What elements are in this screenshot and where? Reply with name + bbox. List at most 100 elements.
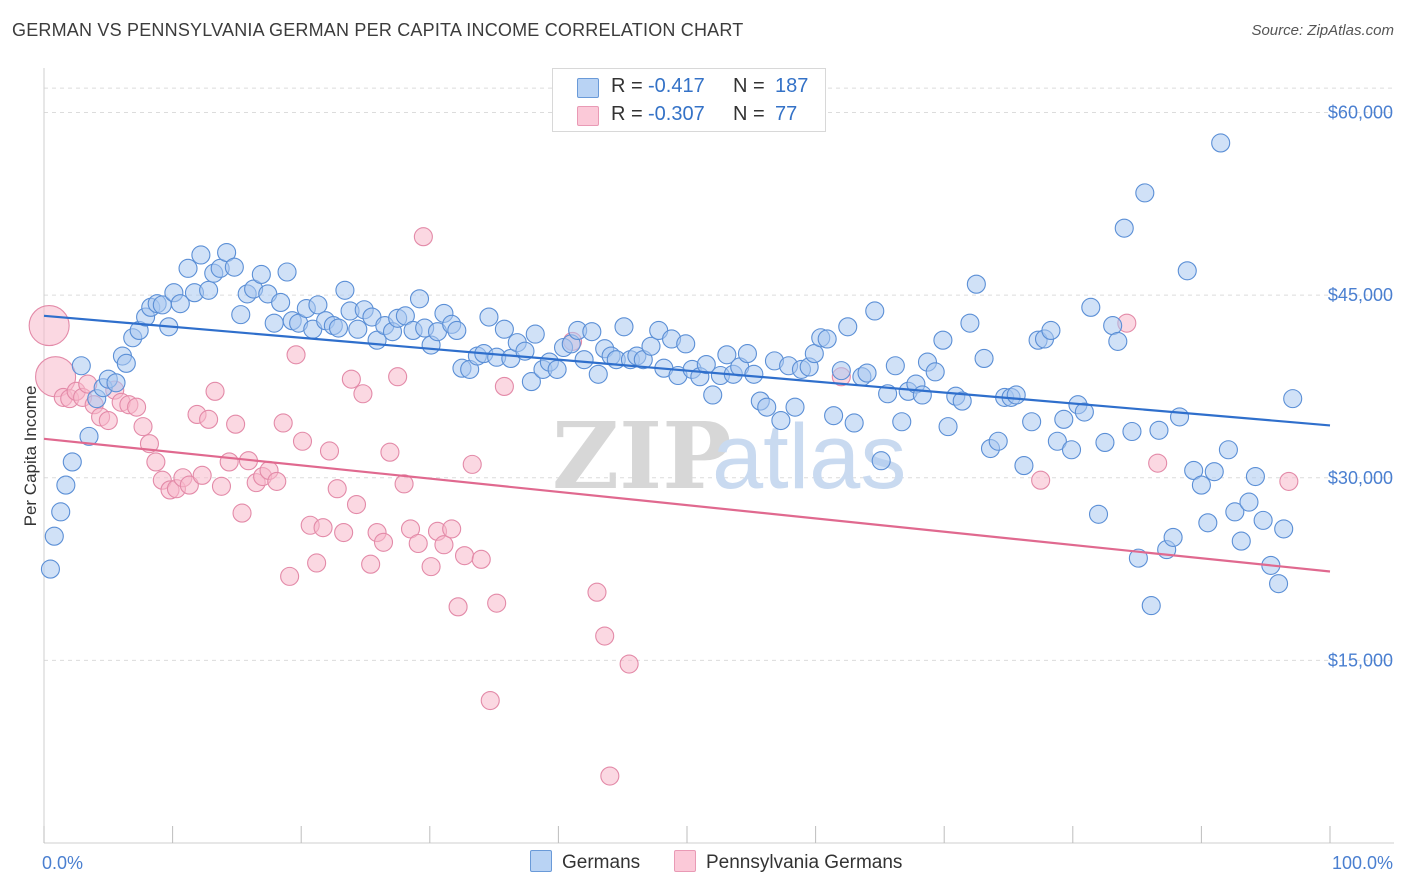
point-pennsylvania-germans: [346, 494, 367, 515]
point-germans: [1006, 385, 1026, 405]
point-germans: [838, 317, 858, 337]
point-germans: [178, 258, 198, 278]
points-germans: [40, 133, 1303, 616]
point-germans: [277, 262, 297, 282]
point-germans: [328, 318, 349, 338]
point-pennsylvania-germans: [480, 691, 500, 711]
x-tick-label-end: 100.0%: [1332, 853, 1393, 873]
point-pennsylvania-germans: [1279, 471, 1299, 491]
point-pennsylvania-germans: [334, 522, 354, 543]
point-germans: [892, 412, 912, 432]
point-germans: [447, 320, 467, 340]
point-germans: [1169, 407, 1190, 427]
point-germans: [71, 356, 91, 376]
point-germans: [409, 289, 430, 309]
point-germans: [1149, 420, 1169, 440]
legend-n-value: 187: [775, 75, 809, 97]
legend-r-label: R =: [611, 103, 643, 125]
point-germans: [1198, 513, 1218, 533]
point-germans: [1191, 475, 1211, 495]
point-germans: [1253, 510, 1273, 530]
point-germans: [1135, 183, 1155, 203]
point-germans: [62, 452, 82, 472]
point-pennsylvania-germans: [179, 475, 199, 495]
point-pennsylvania-germans: [448, 597, 468, 617]
points-pennsylvania-germans: [28, 227, 1299, 786]
point-pennsylvania-germans: [133, 417, 153, 437]
point-germans: [641, 336, 661, 356]
point-germans: [757, 397, 777, 417]
point-germans: [224, 257, 244, 277]
point-pennsylvania-germans: [292, 431, 313, 451]
point-germans: [857, 363, 877, 383]
y-axis-label: Per Capita Income: [21, 386, 40, 527]
point-germans: [1014, 456, 1034, 476]
point-pennsylvania-germans: [313, 518, 333, 538]
legend-n-label: N =: [733, 75, 765, 97]
point-germans: [40, 559, 60, 579]
point-pennsylvania-germans: [600, 766, 620, 786]
point-pennsylvania-germans: [280, 566, 300, 586]
point-pennsylvania-germans: [434, 535, 454, 555]
y-tick-label: $45,000: [1328, 285, 1393, 305]
point-germans: [51, 502, 71, 522]
point-germans: [1081, 297, 1101, 317]
point-germans: [251, 264, 271, 284]
point-germans: [952, 391, 972, 411]
axes: [43, 68, 1394, 844]
point-pennsylvania-germans: [273, 413, 293, 433]
point-pennsylvania-germans: [307, 553, 327, 573]
point-germans: [960, 313, 980, 333]
point-pennsylvania-germans: [487, 593, 507, 613]
point-germans: [335, 280, 355, 300]
point-germans: [1114, 218, 1134, 238]
point-germans: [871, 451, 891, 471]
bottom-legend-label-germans: Germans: [562, 852, 641, 873]
point-pennsylvania-germans: [28, 305, 70, 347]
point-germans: [744, 364, 764, 384]
point-germans: [1088, 504, 1109, 524]
legend-n-value: 77: [775, 103, 798, 125]
point-pennsylvania-germans: [587, 582, 607, 602]
legend-row-germans: R = -0.417 N = 187: [553, 72, 825, 102]
point-germans: [824, 406, 844, 426]
point-germans: [878, 384, 898, 404]
point-germans: [44, 526, 64, 546]
legend-swatch-pennsylvania-germans: [577, 106, 599, 126]
point-pennsylvania-germans: [471, 549, 491, 569]
legend-swatch-germans: [577, 78, 599, 98]
point-pennsylvania-germans: [1031, 470, 1051, 490]
point-pennsylvania-germans: [199, 409, 219, 429]
point-pennsylvania-germans: [226, 414, 246, 434]
point-germans: [974, 348, 994, 369]
legend-row-pennsylvania-germans: R = -0.307 N = 77: [553, 100, 825, 130]
legend-n-label: N =: [733, 103, 765, 125]
point-pennsylvania-germans: [219, 452, 239, 472]
point-germans: [547, 359, 567, 379]
point-germans: [264, 313, 284, 333]
point-pennsylvania-germans: [454, 546, 475, 566]
trend-line-germans: [43, 314, 1331, 427]
point-pennsylvania-germans: [327, 479, 347, 499]
point-germans: [79, 426, 99, 446]
point-pennsylvania-germans: [421, 557, 441, 577]
point-germans: [1022, 412, 1042, 432]
point-pennsylvania-germans: [192, 465, 212, 485]
point-germans: [1141, 596, 1161, 616]
point-pennsylvania-germans: [413, 227, 433, 247]
point-pennsylvania-germans: [146, 452, 166, 472]
point-pennsylvania-germans: [361, 554, 381, 574]
point-germans: [1283, 389, 1303, 409]
correlation-legend: R = -0.417 N = 187 R = -0.307 N = 77: [552, 68, 826, 132]
point-germans: [1274, 519, 1294, 539]
point-germans: [271, 292, 291, 312]
point-germans: [676, 334, 696, 354]
point-germans: [521, 372, 541, 392]
point-germans: [1074, 402, 1094, 422]
x-tick-label-start: 0.0%: [42, 853, 83, 873]
point-germans: [308, 295, 328, 315]
trend-lines: [43, 314, 1331, 573]
point-germans: [933, 330, 953, 350]
watermark-zip: ZIP: [552, 402, 731, 510]
